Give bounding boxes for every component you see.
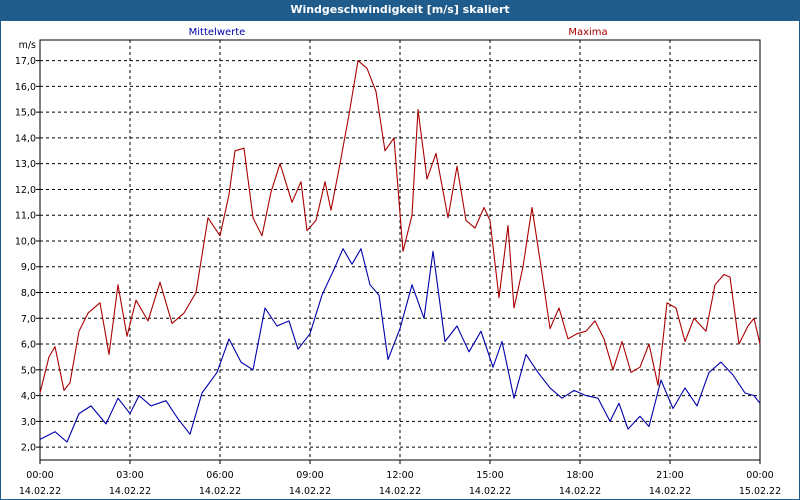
y-tick-label: 5,0 <box>21 365 36 376</box>
y-tick-label: 11,0 <box>15 211 36 222</box>
y-tick-label: 16,0 <box>15 82 36 93</box>
x-tick-time: 15:00 <box>476 470 503 481</box>
x-tick-time: 09:00 <box>296 470 323 481</box>
x-tick-date: 15.02.22 <box>739 486 781 497</box>
x-tick-date: 14.02.22 <box>469 486 511 497</box>
y-tick-label: 8,0 <box>21 288 36 299</box>
y-tick-label: 14,0 <box>15 133 36 144</box>
series-group <box>39 60 761 443</box>
y-tick-label: 4,0 <box>21 391 36 402</box>
legend-maxima: Maxima <box>568 27 607 38</box>
x-tick-time: 12:00 <box>386 470 413 481</box>
y-tick-label: 15,0 <box>15 108 36 119</box>
y-axis: 2,0 3,0 4,0 5,0 6,0 7,0 8,0 9,0 10,0 11,0 12,0 13,0… <box>15 56 40 454</box>
x-tick-date: 14.02.22 <box>19 486 61 497</box>
x-tick-time: 18:00 <box>566 470 593 481</box>
x-tick-date: 14.02.22 <box>649 486 691 497</box>
x-tick-time: 21:00 <box>656 470 683 481</box>
x-tick-date: 14.02.22 <box>109 486 151 497</box>
y-tick-label: 9,0 <box>21 262 36 273</box>
y-tick-label: 2,0 <box>21 443 36 454</box>
series-line-mittelwerte <box>39 248 761 443</box>
grid <box>39 39 761 461</box>
y-tick-label: 12,0 <box>15 185 36 196</box>
x-tick-time: 03:00 <box>116 470 143 481</box>
y-tick-label: 13,0 <box>15 159 36 170</box>
x-tick-time: 00:00 <box>746 470 773 481</box>
y-tick-label: 6,0 <box>21 340 36 351</box>
series-line-maxima <box>39 60 761 394</box>
y-tick-label: 10,0 <box>15 236 36 247</box>
x-tick-time: 06:00 <box>206 470 233 481</box>
x-tick-date: 14.02.22 <box>289 486 331 497</box>
legend-mittelwerte: Mittelwerte <box>189 27 246 38</box>
x-axis: 00:00 14.02.22 03:00 14.02.22 06:00 14.02.22 0… <box>19 460 781 497</box>
chart-title: Windgeschwindigkeit [m/s] skaliert <box>0 0 800 20</box>
y-tick-label: 7,0 <box>21 314 36 325</box>
y-tick-label: 3,0 <box>21 417 36 428</box>
x-tick-date: 14.02.22 <box>199 486 241 497</box>
y-axis-label: m/s <box>19 40 36 51</box>
y-tick-label: 17,0 <box>15 56 36 67</box>
x-tick-time: 00:00 <box>26 470 53 481</box>
x-tick-date: 14.02.22 <box>379 486 421 497</box>
x-tick-date: 14.02.22 <box>559 486 601 497</box>
